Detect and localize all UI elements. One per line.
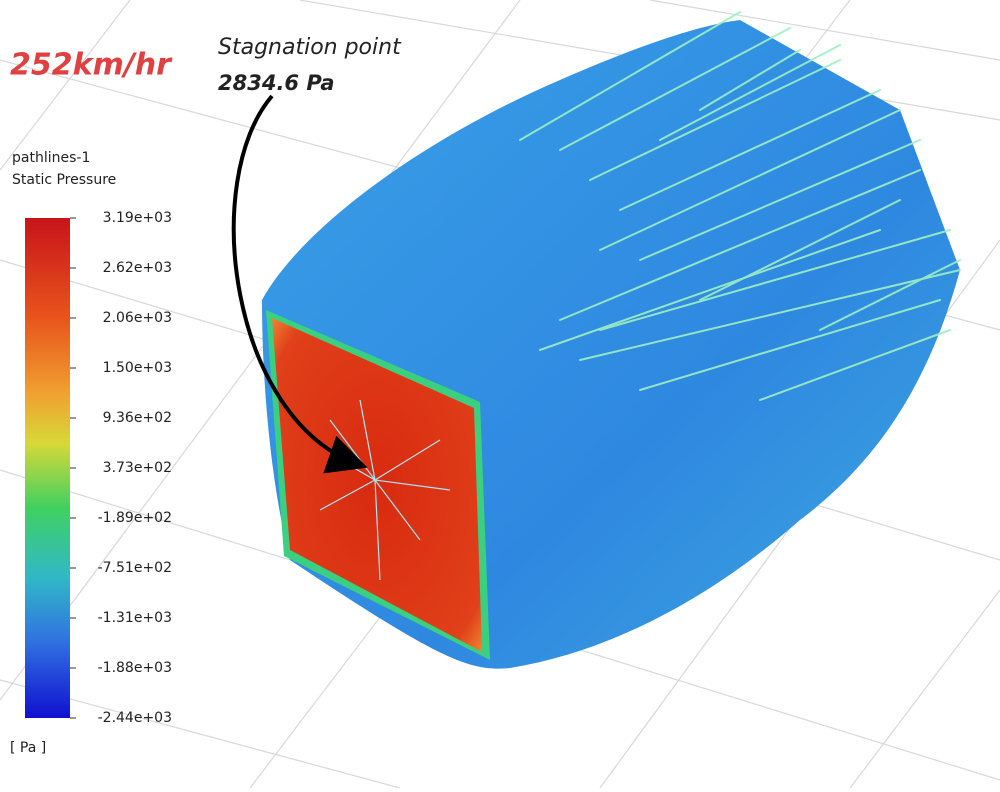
pointer-arrow — [231, 94, 368, 474]
tick-label: 3.19e+03 — [103, 210, 172, 226]
annotation-title: Stagnation point — [218, 35, 402, 60]
front-face — [272, 318, 482, 652]
colorbar — [25, 218, 70, 718]
tick-label: -7.51e+02 — [98, 560, 172, 576]
annotation-value: 2834.6 Pa — [218, 71, 335, 95]
colorbar-ticks: 3.19e+03 2.62e+03 2.06e+03 1.50e+03 9.36e+02… — [70, 210, 172, 726]
tick-label: 2.06e+03 — [103, 310, 172, 326]
tick-label: 2.62e+03 — [103, 260, 172, 276]
legend-title: pathlines-1 — [12, 150, 90, 166]
tick-label: -2.44e+03 — [98, 710, 172, 726]
legend-unit: [ Pa ] — [10, 740, 46, 756]
tick-label: -1.88e+03 — [98, 660, 172, 676]
tick-label: -1.31e+03 — [98, 610, 172, 626]
tick-label: -1.89e+02 — [98, 510, 172, 526]
speed-label: 252km/hr — [10, 48, 173, 83]
tick-label: 9.36e+02 — [103, 410, 172, 426]
legend-title: Static Pressure — [12, 172, 116, 188]
pathlines — [519, 11, 961, 401]
tick-label: 3.73e+02 — [103, 460, 172, 476]
tick-label: 1.50e+03 — [103, 360, 172, 376]
